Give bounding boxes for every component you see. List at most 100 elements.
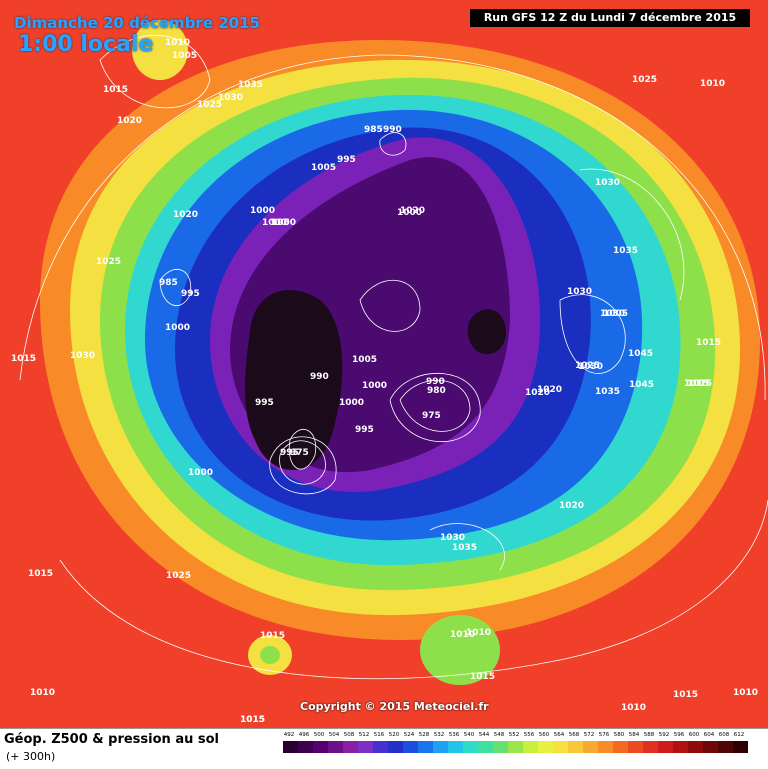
pressure-label: 1035 [613,246,638,256]
pressure-label: 1000 [339,398,364,408]
pressure-label: 990 [426,377,445,387]
pressure-label: 1025 [632,75,657,85]
legend-swatch [553,741,568,753]
legend-swatch [628,741,643,753]
pressure-label: 1045 [629,380,654,390]
legend-swatch [613,741,628,753]
pressure-label: 985 [364,125,383,135]
pressure-label: 1010 [30,688,55,698]
pressure-label: 1015 [240,715,265,725]
legend-swatch [538,741,553,753]
pressure-label: 995 [355,425,374,435]
legend-swatch [343,741,358,753]
legend-tick-label: 568 [568,732,580,738]
legend-tick-label: 600 [688,732,700,738]
pressure-label: 1010 [700,79,725,89]
legend-tick-label: 508 [343,732,355,738]
pressure-label: 1000 [165,323,190,333]
pressure-label: 1015 [11,354,36,364]
legend-tick-label: 532 [433,732,445,738]
legend-tick-label: 556 [523,732,535,738]
pressure-label: 1035 [238,80,263,90]
legend-tick-label: 608 [718,732,730,738]
legend-swatch [598,741,613,753]
pressure-label: 1015 [240,715,265,725]
legend-swatch [433,741,448,753]
pressure-label: 1045 [628,349,653,359]
legend-swatch [643,741,658,753]
forecast-date: Dimanche 20 décembre 2015 [14,14,260,32]
pressure-label: 1025 [96,257,121,267]
legend-tick-label: 592 [658,732,670,738]
pressure-label: 1005 [172,51,197,61]
trough-core [245,290,343,470]
pressure-label: 1025 [166,571,191,581]
legend-tick-label: 576 [598,732,610,738]
legend-swatch [478,741,493,753]
pressure-label: 990 [310,372,329,382]
pressure-label: 990 [383,125,402,135]
legend-swatch [703,741,718,753]
pressure-label: 1005 [603,309,628,319]
pressure-label: 1020 [400,206,425,216]
pressure-label: 1015 [103,85,128,95]
legend-tick-label: 504 [328,732,340,738]
pressure-label: 1015 [28,569,53,579]
pressure-label: 1015 [687,379,712,389]
legend-tick-label: 596 [673,732,685,738]
legend-tick-label: 560 [538,732,550,738]
pressure-label: 1015 [673,690,698,700]
legend-swatch [313,741,328,753]
pressure-label: 1000 [250,206,275,216]
legend-tick-label: 548 [493,732,505,738]
weather-map: 1010 1005 1015 1035 1025 1030 1020 1005 995 985 99… [0,0,768,728]
legend-swatch [448,741,463,753]
legend-swatch [568,741,583,753]
legend-tick-label: 512 [358,732,370,738]
pressure-label: 1030 [440,533,465,543]
pressure-label: 1020 [525,388,550,398]
copyright: Copyright © 2015 Meteociel.fr [300,700,489,713]
legend-swatch [583,741,598,753]
pressure-label: 1020 [537,385,562,395]
legend-swatch [673,741,688,753]
pressure-label: 1010 [165,38,190,48]
legend-tick-label: 612 [733,732,745,738]
legend-tick-label: 588 [643,732,655,738]
pressure-label: 975 [290,448,309,458]
legend-tick-label: 516 [373,732,385,738]
legend-swatch [463,741,478,753]
pressure-label: 1015 [684,379,709,389]
pressure-label: 1015 [696,338,721,348]
legend-tick-label: 544 [478,732,490,738]
pressure-label: 1030 [600,309,625,319]
pressure-label: 995 [271,218,290,228]
field-title: Géop. Z500 & pression au sol [4,732,219,747]
pressure-label: 1010 [621,703,646,713]
pressure-label: 995 [181,289,200,299]
pressure-label: 1010 [466,628,491,638]
legend-tick-label: 496 [298,732,310,738]
legend-tick-label: 524 [403,732,415,738]
pressure-label: 1015 [470,672,495,682]
legend-swatch [688,741,703,753]
legend-tick-label: 604 [703,732,715,738]
pressure-label: 1020 [117,116,142,126]
pressure-label: 1000 [262,218,287,228]
legend-swatch [523,741,538,753]
pressure-label: 1025 [197,100,222,110]
pressure-label: 1030 [70,351,95,361]
legend-tick-label: 580 [613,732,625,738]
legend-swatch [283,741,298,753]
color-scale: 492 496 500 504 508 512 516 520 524 528 532 536 540 5… [283,732,753,762]
legend-swatch [493,741,508,753]
legend-tick-label: 536 [448,732,460,738]
legend-tick-label: 552 [508,732,520,738]
legend-tick-label: 500 [313,732,325,738]
pressure-label: 1030 [567,287,592,297]
legend-swatch [328,741,343,753]
pressure-label: 995 [280,448,299,458]
pressure-label: 1015 [260,631,285,641]
pressure-label: 1035 [595,387,620,397]
